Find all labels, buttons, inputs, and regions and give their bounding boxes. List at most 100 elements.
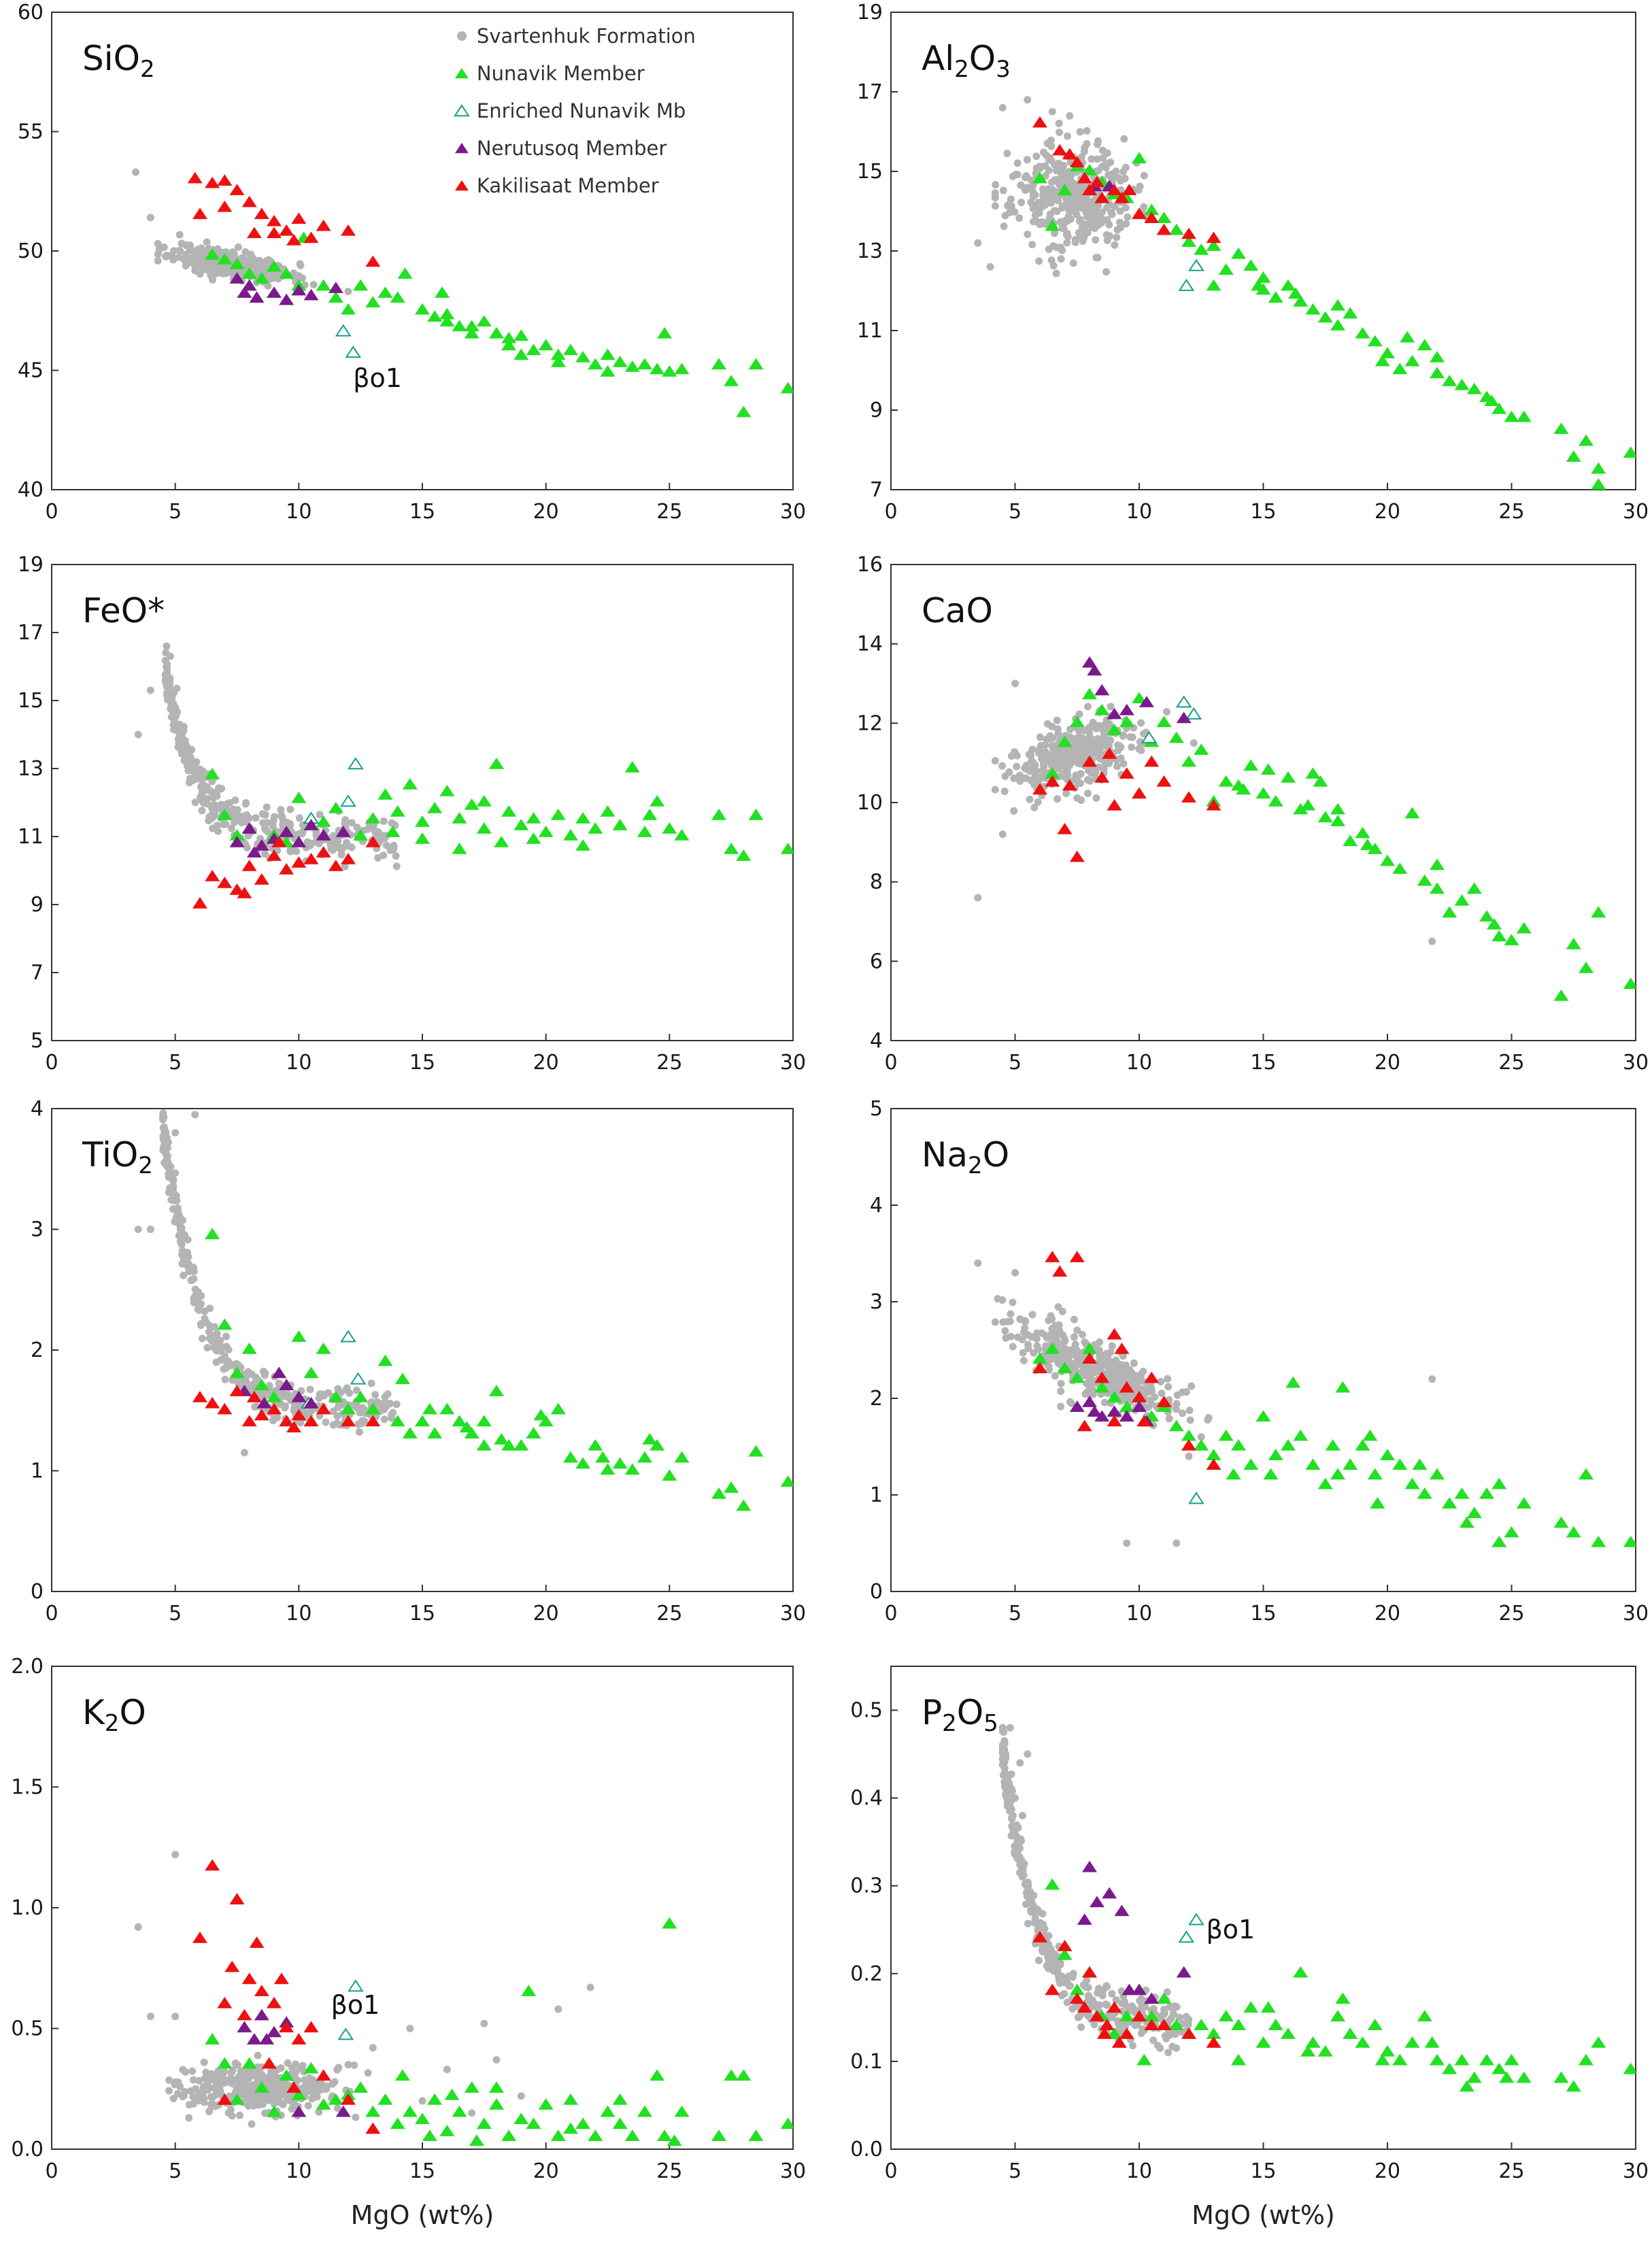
data-marks: [974, 96, 1636, 490]
point-nunavik-member: [385, 826, 401, 837]
point-svartenhuk: [1158, 1389, 1166, 1398]
point-svartenhuk: [1007, 1310, 1015, 1318]
point-kakilisaat-member: [1082, 1352, 1097, 1364]
point-svartenhuk: [1043, 1334, 1051, 1342]
point-svartenhuk: [200, 2058, 208, 2066]
point-nunavik-member: [205, 1228, 220, 1240]
point-svartenhuk: [165, 2076, 173, 2084]
point-nunavik-member: [1343, 2027, 1358, 2039]
point-svartenhuk: [1094, 221, 1102, 229]
series-kakilisaat-member: [192, 1385, 381, 1433]
point-nunavik-member: [217, 809, 233, 820]
series-kakilisaat-member: [187, 171, 381, 267]
point-nunavik-member: [563, 829, 578, 841]
point-svartenhuk: [210, 812, 218, 820]
point-svartenhuk: [306, 841, 314, 849]
point-svartenhuk: [316, 811, 324, 819]
point-svartenhuk: [1039, 766, 1047, 774]
point-svartenhuk: [991, 786, 999, 794]
point-svartenhuk: [204, 2086, 212, 2094]
point-kakilisaat-member: [1156, 1396, 1172, 1407]
point-svartenhuk: [1048, 762, 1056, 770]
point-nunavik-member: [1343, 1458, 1358, 1470]
point-svartenhuk: [1026, 795, 1034, 803]
point-nunavik-member: [1045, 1878, 1060, 1890]
point-svartenhuk: [269, 1417, 277, 1425]
point-nunavik-member: [1486, 917, 1502, 930]
point-nunavik-member: [600, 1463, 616, 1475]
point-svartenhuk: [1049, 1949, 1057, 1957]
point-svartenhuk: [1009, 1298, 1017, 1307]
point-svartenhuk: [1006, 1317, 1014, 1326]
point-nunavik-member: [1430, 350, 1445, 363]
point-nunavik-member: [452, 812, 467, 824]
point-nunavik-member: [1206, 239, 1221, 251]
x-tick-label: 20: [533, 1602, 559, 1625]
point-svartenhuk: [1094, 763, 1102, 771]
point-svartenhuk: [1056, 753, 1064, 761]
point-kakilisaat-member: [291, 2033, 307, 2044]
point-svartenhuk: [174, 2078, 182, 2087]
point-kakilisaat-member: [1156, 2019, 1172, 2031]
point-nerutusoq-member: [237, 2021, 252, 2033]
point-kakilisaat-member: [1045, 1983, 1060, 1995]
point-svartenhuk: [1066, 1398, 1075, 1406]
x-tick-label: 5: [1009, 500, 1022, 524]
point-svartenhuk: [1070, 1315, 1078, 1324]
point-nerutusoq-member: [335, 826, 351, 837]
point-nunavik-member: [624, 1463, 640, 1475]
point-nunavik-member: [1231, 2019, 1246, 2031]
point-kakilisaat-member: [187, 171, 203, 184]
point-nunavik-member: [1442, 906, 1457, 918]
point-kakilisaat-member: [1062, 779, 1077, 791]
point-svartenhuk: [1003, 150, 1011, 158]
point-nunavik-member: [1045, 1343, 1060, 1354]
point-nunavik-member: [1293, 1429, 1309, 1441]
point-svartenhuk: [380, 1415, 388, 1423]
point-kakilisaat-member: [1132, 787, 1147, 799]
point-svartenhuk: [261, 849, 269, 858]
point-svartenhuk: [1130, 1359, 1138, 1367]
point-kakilisaat-member: [286, 2081, 302, 2093]
point-svartenhuk: [1035, 1956, 1043, 1964]
panel-al2o3: 7 9 11 13 15 17 19 0 5 10 15 20 25 30 Al2O3: [857, 1, 1649, 524]
point-svartenhuk: [1005, 208, 1013, 216]
point-kakilisaat-member: [246, 1391, 262, 1402]
point-nunavik-member: [1305, 1458, 1321, 1470]
point-svartenhuk: [1114, 173, 1122, 182]
series-svartenhuk-formation: [974, 1259, 1436, 1547]
point-nunavik-member: [254, 2081, 269, 2093]
point-svartenhuk: [1140, 171, 1148, 180]
point-nunavik-member: [1260, 2001, 1276, 2013]
point-svartenhuk: [256, 256, 264, 265]
point-svartenhuk: [1079, 1365, 1088, 1373]
point-nunavik-member: [1032, 171, 1047, 184]
point-kakilisaat-member: [1032, 1362, 1047, 1374]
point-svartenhuk: [1160, 2006, 1168, 2014]
point-nunavik-member: [415, 832, 430, 844]
x-tick-label: 10: [1126, 2159, 1152, 2183]
point-nunavik-member: [1355, 826, 1370, 839]
point-nunavik-member: [1132, 692, 1147, 704]
point-svartenhuk: [196, 794, 204, 801]
point-svartenhuk: [1094, 140, 1102, 148]
point-svartenhuk: [1032, 1334, 1041, 1343]
point-nunavik-member: [229, 258, 245, 269]
point-svartenhuk: [1062, 195, 1070, 203]
point-svartenhuk: [274, 1385, 282, 1394]
point-kakilisaat-member: [1094, 771, 1110, 783]
point-svartenhuk: [492, 2056, 501, 2064]
x-tick-label: 20: [1375, 1602, 1400, 1625]
point-nunavik-member: [1281, 771, 1296, 783]
point-nunavik-member: [341, 303, 356, 315]
point-nunavik-member: [1218, 2010, 1234, 2022]
y-tick-label: 0.5: [850, 1699, 883, 1723]
point-svartenhuk: [1053, 1968, 1062, 1976]
point-svartenhuk: [1120, 135, 1128, 143]
point-nunavik-member: [1504, 934, 1519, 945]
x-tick-label: 30: [780, 1051, 806, 1075]
point-nunavik-member: [513, 329, 529, 341]
point-svartenhuk: [162, 1139, 170, 1147]
point-svartenhuk: [1024, 1919, 1032, 1927]
point-nunavik-member: [1355, 2036, 1370, 2048]
